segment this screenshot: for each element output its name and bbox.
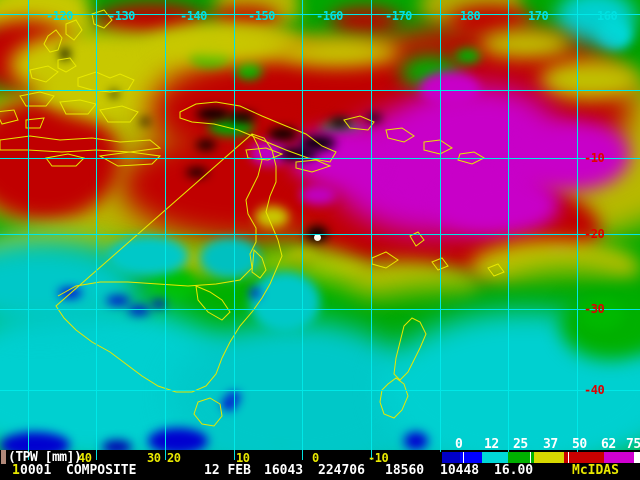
colorbar-label: 50 bbox=[572, 437, 587, 452]
parameter-label: (TPW [mm]) bbox=[8, 450, 82, 465]
latitude-label: -10 bbox=[584, 151, 605, 165]
longitude-label: -170 bbox=[385, 9, 412, 23]
longitude-label: 160 bbox=[597, 9, 618, 23]
resolution-value: 16.00 bbox=[494, 463, 534, 478]
frame-number: 1 bbox=[12, 463, 20, 478]
colorbar-swatch-yellow bbox=[534, 452, 564, 463]
coastline-overlay bbox=[0, 9, 505, 427]
colorbar-swatch-red bbox=[564, 452, 604, 463]
longitude-label: -120 bbox=[46, 9, 73, 23]
longitude-label: -150 bbox=[248, 9, 275, 23]
latlon-grid bbox=[0, 0, 640, 450]
longitude-label: -140 bbox=[180, 9, 207, 23]
latitude-label: -30 bbox=[584, 302, 605, 316]
field-b: 10448 bbox=[440, 463, 480, 478]
colorbar-label: 25 bbox=[513, 437, 528, 452]
color-bar bbox=[428, 452, 640, 463]
time-utc: 224706 bbox=[318, 463, 365, 478]
colorbar-swatch-green bbox=[508, 452, 534, 463]
colorbar-swatch-cyan bbox=[482, 452, 508, 463]
bottom-axis-tick-label: 20 bbox=[167, 451, 181, 465]
bottom-axis-tick-label: 40 bbox=[78, 451, 92, 465]
colorbar-label: 75 bbox=[626, 437, 640, 452]
colorbar-tick bbox=[530, 452, 531, 463]
colorbar-label: 0 bbox=[455, 437, 463, 452]
software-label: McIDAS bbox=[572, 463, 619, 478]
composite-label: COMPOSITE bbox=[66, 463, 137, 478]
date-label: 12 FEB bbox=[204, 463, 251, 478]
colorbar-label: 37 bbox=[543, 437, 558, 452]
field-a: 18560 bbox=[385, 463, 425, 478]
colorbar-swatch-darkblue bbox=[442, 452, 460, 463]
bottom-axis-tick-label: -10 bbox=[368, 451, 389, 465]
colorbar-swatch-magenta bbox=[604, 452, 634, 463]
colorbar-swatch-white bbox=[634, 452, 640, 463]
colorbar-swatch-black bbox=[428, 452, 442, 463]
colorbar-label: 62 bbox=[601, 437, 616, 452]
bottom-axis-tick-label: 0 bbox=[312, 451, 319, 465]
colorbar-tick bbox=[463, 452, 464, 463]
longitude-label: -130 bbox=[108, 9, 135, 23]
image-number: 0001 bbox=[20, 463, 52, 478]
longitude-label: -160 bbox=[316, 9, 343, 23]
colorbar-tick bbox=[568, 452, 569, 463]
colorbar-swatch-blue bbox=[460, 452, 482, 463]
longitude-label: 170 bbox=[528, 9, 549, 23]
bottom-axis-tick-label: 10 bbox=[236, 451, 250, 465]
julian-day: 16043 bbox=[264, 463, 304, 478]
enhancement-marker bbox=[1, 450, 6, 464]
latitude-label: -20 bbox=[584, 227, 605, 241]
colorbar-label: 12 bbox=[484, 437, 499, 452]
bottom-axis-tick-label: 30 bbox=[147, 451, 161, 465]
latitude-label: -40 bbox=[584, 383, 605, 397]
longitude-label: 180 bbox=[460, 9, 481, 23]
